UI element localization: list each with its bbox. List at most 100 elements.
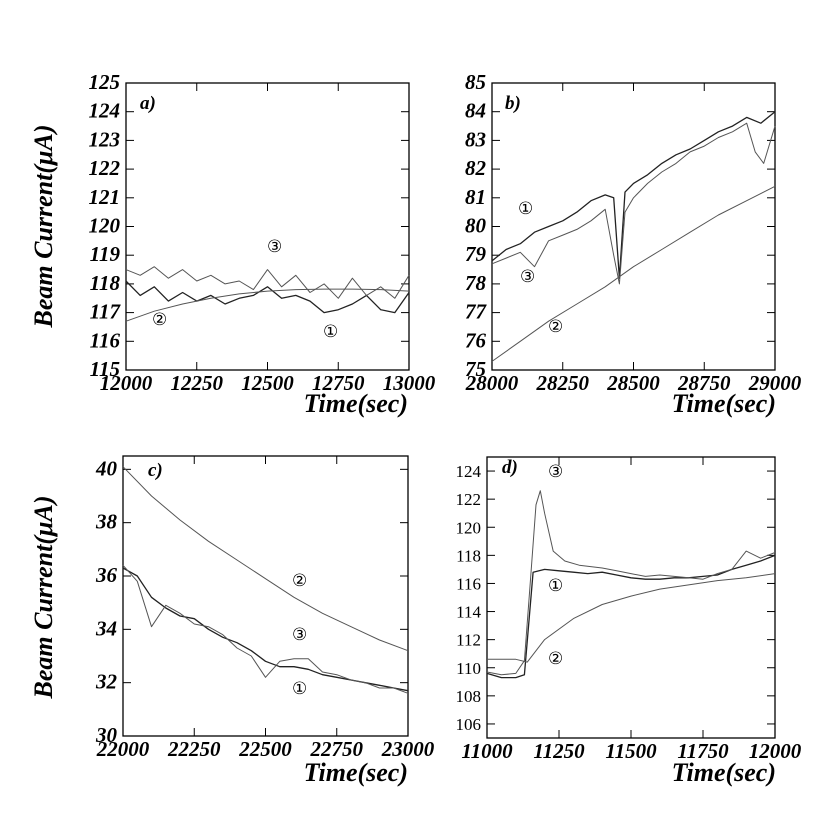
- panel-a-ytick-label: 117: [90, 300, 122, 324]
- panel-a-curve-labels: ③ ② ①: [152, 237, 338, 342]
- panel-a-ytick-label: 116: [90, 328, 121, 352]
- panel-a-xtick-label: 12750: [312, 371, 365, 395]
- panel-d-label-1: ①: [548, 576, 563, 596]
- panel-d-series-line-2: [487, 573, 776, 663]
- panel-b-xtick-label: 28500: [606, 371, 660, 395]
- panel-d: d) 11000 11250 11500 11750 12000 106 108 110 112…: [456, 456, 802, 763]
- panel-b-xtick-label: 29000: [748, 371, 802, 395]
- panel-b-ytick-label: 76: [465, 328, 487, 352]
- panel-b-ytick-label: 85: [465, 70, 486, 94]
- panel-a-ytick-label: 121: [89, 185, 121, 209]
- panel-a-label-2: ②: [152, 310, 167, 330]
- panel-b-label: b): [505, 93, 521, 114]
- panel-c-xtick-label: 22000: [96, 737, 150, 761]
- panel-b-series-line-2: [491, 185, 776, 362]
- panel-a-ytick-label: 122: [89, 156, 121, 180]
- panel-d-ytick-label: 112: [456, 631, 481, 650]
- panel-c-ytick-label: 30: [95, 723, 118, 747]
- panel-b-series-line-3: [491, 122, 776, 285]
- panel-b-ytick-label: 75: [465, 357, 486, 381]
- panel-b-curve-labels: ① ③ ②: [518, 199, 563, 337]
- panel-c-xtick-label: 22500: [238, 737, 292, 761]
- panel-b-label-1: ①: [518, 199, 533, 219]
- panel-d-label-2: ②: [548, 649, 563, 669]
- panel-d-ytick-label: 118: [456, 546, 481, 565]
- panel-b-ytick-label: 80: [465, 214, 487, 238]
- panel-d-xtick-label: 11500: [605, 739, 657, 763]
- panel-c-label-3: ③: [292, 625, 307, 645]
- panel-d-ytick-label: 114: [456, 603, 481, 622]
- panel-b-ytick-label: 81: [465, 185, 486, 209]
- panel-d-ytick-label: 106: [456, 715, 482, 734]
- panel-a-xtick-label: 13000: [383, 371, 436, 395]
- xlabel-c: Time(sec): [304, 758, 408, 787]
- panel-a-ytick-label: 119: [90, 242, 121, 266]
- panel-a-series-line-2: [125, 288, 410, 322]
- panel-a-label: a): [140, 93, 156, 114]
- panel-b-ytick-label: 78: [465, 271, 487, 295]
- panel-b-ytick-label: 79: [465, 242, 487, 266]
- panel-d-label: d): [502, 457, 518, 478]
- panel-c-series-line-3: [122, 564, 409, 694]
- panel-c-label-2: ②: [292, 571, 307, 591]
- panel-b-ytick-label: 84: [465, 99, 486, 123]
- panel-a-xtick-label: 12250: [171, 371, 224, 395]
- panel-c-series-line-2: [122, 466, 409, 652]
- xlabel-a: Time(sec): [304, 389, 408, 418]
- panel-a-series-line-3: [125, 266, 410, 299]
- panel-d-xtick-label: 11750: [677, 739, 729, 763]
- panel-b-ticks: 28000 28250 28500 28750 29000 75 76 77 78 79 80 81 8…: [465, 70, 802, 395]
- panel-d-xtick-label: 11250: [533, 739, 585, 763]
- panel-b-series-line-1: [491, 111, 776, 279]
- panel-d-series-line-1: [486, 554, 776, 679]
- panel-b-xtick-label: 28750: [677, 371, 731, 395]
- panel-c-label-1: ①: [292, 679, 307, 699]
- panel-c-ytick-label: 32: [95, 670, 118, 694]
- panel-a-ytick-label: 115: [90, 357, 120, 381]
- panel-b-ytick-label: 82: [465, 156, 487, 180]
- panel-b-label-2: ②: [548, 317, 563, 337]
- panel-d-ytick-label: 124: [456, 462, 482, 481]
- panel-d-xtick-label: 11000: [461, 739, 513, 763]
- panel-a-ytick-label: 118: [90, 271, 121, 295]
- panel-b-xtick-label: 28000: [465, 371, 519, 395]
- panel-d-label-3: ③: [548, 462, 563, 482]
- panel-b-ytick-label: 83: [465, 127, 486, 151]
- panel-c-ytick-label: 38: [95, 510, 118, 534]
- xlabel-b: Time(sec): [672, 389, 776, 418]
- panel-d-series-line-3: [486, 490, 776, 676]
- panel-a-frame: [125, 82, 410, 371]
- panel-b-label-3: ③: [520, 267, 535, 287]
- panel-d-series: [486, 490, 776, 679]
- panel-a-ytick-label: 123: [89, 127, 121, 151]
- panel-d-ytick-label: 110: [456, 659, 481, 678]
- panel-a: a) 12000 12250 12500 12750 13000 115 116 117 118…: [89, 70, 436, 395]
- panel-c-xtick-label: 22750: [310, 737, 364, 761]
- panel-d-curve-labels: ③ ① ②: [548, 462, 563, 669]
- panel-c-ytick-label: 36: [95, 563, 118, 587]
- ylabel-bottom: Beam Current(μA): [29, 496, 58, 700]
- panel-c-ytick-label: 34: [95, 616, 117, 640]
- panel-d-ytick-label: 108: [456, 687, 482, 706]
- panel-b-xtick-label: 28250: [536, 371, 590, 395]
- panel-d-ytick-label: 122: [456, 490, 482, 509]
- panel-a-series: [125, 266, 410, 322]
- panel-c-ytick-label: 40: [95, 456, 118, 480]
- panel-c-curve-labels: ② ③ ①: [292, 571, 307, 699]
- panel-b-ytick-label: 77: [465, 300, 488, 324]
- panel-a-xtick-label: 12000: [100, 371, 153, 395]
- panel-d-ticks: 11000 11250 11500 11750 12000 106 108 110 112 114…: [456, 457, 802, 763]
- panel-a-ytick-label: 120: [89, 214, 121, 238]
- panel-c-series-line-1: [122, 567, 409, 692]
- panel-c-ticks: 22000 22250 22500 22750 23000 30 32 34 36 38 40: [95, 456, 435, 761]
- panel-a-ticks: 12000 12250 12500 12750 13000 115 116 117 118 119…: [89, 70, 436, 395]
- panel-b: b) 28000 28250 28500 28750 29000 75 76 77 78 79 80…: [465, 70, 802, 395]
- panel-b-series: [491, 111, 776, 362]
- panel-c-xtick-label: 22250: [167, 737, 221, 761]
- panel-a-label-1: ①: [323, 322, 338, 342]
- panel-d-ytick-label: 116: [456, 574, 481, 593]
- panel-c: c) 22000 22250 22500 22750 23000 30 32 34 36 38 40…: [95, 455, 435, 761]
- panel-c-label: c): [148, 460, 163, 481]
- panel-c-series: [122, 466, 409, 694]
